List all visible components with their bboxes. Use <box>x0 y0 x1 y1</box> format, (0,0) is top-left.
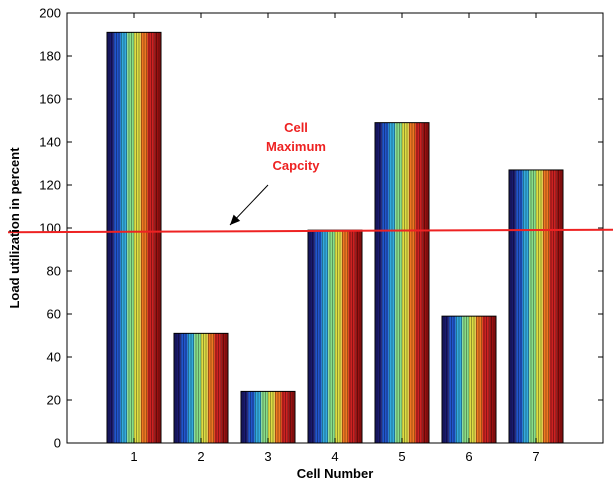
bar-stripe <box>422 122 429 444</box>
y-tick-label: 180 <box>39 49 61 64</box>
bar-stripe <box>261 391 268 443</box>
bar-stripe <box>180 333 188 443</box>
bar-stripe <box>515 169 523 443</box>
bar-stripe <box>247 391 255 443</box>
bar-stripe <box>201 333 208 443</box>
annotation-arrowhead <box>230 214 241 225</box>
bar-stripe <box>335 230 342 443</box>
bar-stripe <box>147 32 155 443</box>
bar-5 <box>374 122 430 444</box>
bar-stripe <box>241 391 248 443</box>
bar-stripe <box>489 316 496 443</box>
y-tick-label: 140 <box>39 135 61 150</box>
y-tick-label: 160 <box>39 92 61 107</box>
ticks-layer: 1 2 3 4 5 6 7 0 20 40 60 80 100 120 140 160 180 200 <box>39 6 603 464</box>
annotation-line-2: Maximum <box>266 139 326 154</box>
bar-stripe <box>288 391 295 443</box>
x-tick-label: 3 <box>264 449 271 464</box>
annotation-line-1: Cell <box>284 120 308 135</box>
y-tick-label: 100 <box>39 221 61 236</box>
x-tick-label: 6 <box>465 449 472 464</box>
bar-stripe <box>482 316 490 443</box>
x-tick-label: 1 <box>130 449 137 464</box>
bar-stripe <box>442 316 449 443</box>
annotation: Cell Maximum Capcity <box>229 120 326 226</box>
x-tick-label: 4 <box>331 449 338 464</box>
bar-stripe <box>154 32 161 443</box>
bar-1 <box>106 31 162 444</box>
bar-stripe <box>107 32 114 443</box>
bar-stripe <box>381 122 389 444</box>
x-tick-label: 2 <box>197 449 204 464</box>
x-axis-label: Cell Number <box>297 466 374 481</box>
bar-stripe <box>348 230 356 443</box>
bar-stripe <box>268 391 275 443</box>
bar-stripe <box>214 333 222 443</box>
bar-stripe <box>355 230 362 443</box>
y-tick-label: 60 <box>47 307 61 322</box>
bar-stripe <box>113 32 121 443</box>
y-tick-label: 200 <box>39 6 61 21</box>
bar-2 <box>173 332 229 444</box>
bar-stripe <box>469 316 476 443</box>
bar-stripe <box>194 333 201 443</box>
y-tick-label: 80 <box>47 264 61 279</box>
bar-stripe <box>536 169 543 443</box>
y-tick-label: 40 <box>47 350 61 365</box>
bar-stripe <box>221 333 228 443</box>
bar-stripe <box>314 230 322 443</box>
bar-stripe <box>281 391 289 443</box>
bar-stripe <box>415 122 423 444</box>
bar-stripe <box>134 32 141 443</box>
bar-stripe <box>509 169 516 443</box>
bar-stripe <box>174 333 181 443</box>
bar-stripe <box>448 316 456 443</box>
y-tick-label: 20 <box>47 393 61 408</box>
bar-stripe <box>127 32 134 443</box>
bar-stripe <box>529 169 536 443</box>
bar-6 <box>441 315 497 444</box>
y-tick-label: 120 <box>39 178 61 193</box>
max-capacity-line <box>7 228 613 234</box>
bar-stripe <box>375 122 382 444</box>
bar-stripe <box>308 230 315 443</box>
bar-7 <box>508 169 564 444</box>
bar-stripe <box>462 316 469 443</box>
bar-stripe <box>549 169 557 443</box>
x-tick-label: 7 <box>532 449 539 464</box>
bar-4 <box>307 229 363 444</box>
x-tick-label: 5 <box>398 449 405 464</box>
bar-stripe <box>328 230 335 443</box>
bar-stripe <box>402 122 409 444</box>
bar-stripe <box>556 169 563 443</box>
y-tick-label: 0 <box>54 436 61 451</box>
bar-3 <box>240 390 296 444</box>
y-axis-label: Load utilization in percent <box>7 147 22 309</box>
bars-layer <box>106 31 564 444</box>
bar-stripe <box>395 122 402 444</box>
annotation-line-3: Capcity <box>273 158 321 173</box>
